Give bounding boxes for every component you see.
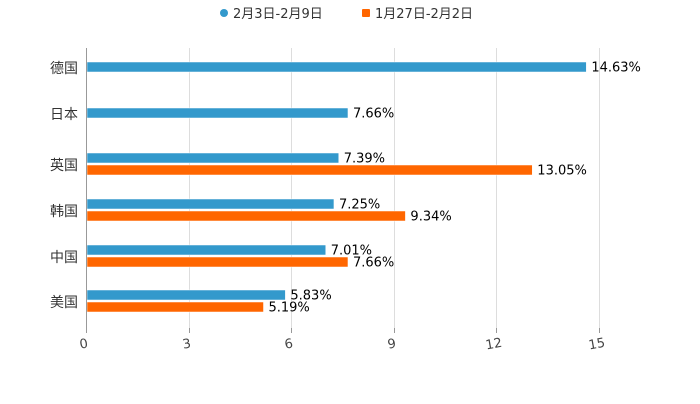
bar-s1-4 bbox=[86, 256, 349, 268]
bar-s0-3 bbox=[86, 198, 335, 210]
data-label-s0-0: 14.63% bbox=[591, 61, 641, 76]
bar-s1-3 bbox=[86, 210, 406, 222]
data-label-s0-4: 7.01% bbox=[331, 244, 372, 259]
category-label-3: 韩国 bbox=[50, 204, 78, 220]
x-tick-label-4: 12 bbox=[484, 336, 503, 354]
category-label-0: 德国 bbox=[50, 61, 78, 77]
category-label-2: 英国 bbox=[50, 157, 78, 174]
data-label-s1-3: 9.34% bbox=[410, 210, 451, 225]
bar-s0-1 bbox=[86, 107, 349, 119]
data-label-s0-5: 5.83% bbox=[290, 289, 331, 304]
grid-lines bbox=[86, 48, 600, 328]
category-label-4: 中国 bbox=[50, 250, 78, 266]
data-label-s1-2: 13.05% bbox=[537, 164, 587, 179]
x-tick-label-1: 3 bbox=[182, 336, 193, 352]
bar-s0-5 bbox=[86, 289, 286, 301]
category-label-5: 美国 bbox=[50, 295, 78, 311]
legend-label-1[interactable]: 1月27日-2月2日 bbox=[375, 7, 473, 22]
x-tick-label-0: 0 bbox=[79, 336, 90, 352]
bar-s0-4 bbox=[86, 244, 326, 256]
bars bbox=[86, 61, 587, 313]
legend-label-0[interactable]: 2月3日-2月9日 bbox=[233, 7, 323, 22]
bar-s0-2 bbox=[86, 152, 339, 164]
data-label-s0-1: 7.66% bbox=[353, 107, 394, 122]
legend-marker-0[interactable] bbox=[220, 9, 228, 17]
data-label-s1-5: 5.19% bbox=[268, 301, 309, 316]
data-label-s0-3: 7.25% bbox=[339, 198, 380, 213]
x-tick-label-3: 9 bbox=[387, 336, 398, 352]
data-labels: 14.63%7.66%7.39%13.05%7.25%9.34%7.01%7.6… bbox=[268, 61, 640, 316]
x-tick-label-2: 6 bbox=[284, 336, 295, 352]
bar-s0-0 bbox=[86, 61, 587, 73]
data-label-s0-2: 7.39% bbox=[344, 152, 385, 167]
legend-marker-1[interactable] bbox=[362, 9, 370, 17]
data-label-s1-4: 7.66% bbox=[353, 256, 394, 271]
category-label-1: 日本 bbox=[50, 107, 78, 123]
legend: 2月3日-2月9日 1月27日-2月2日 bbox=[220, 7, 473, 22]
bar-s1-2 bbox=[86, 164, 533, 176]
x-tick-label-5: 15 bbox=[587, 336, 606, 354]
bar-s1-5 bbox=[86, 301, 264, 313]
